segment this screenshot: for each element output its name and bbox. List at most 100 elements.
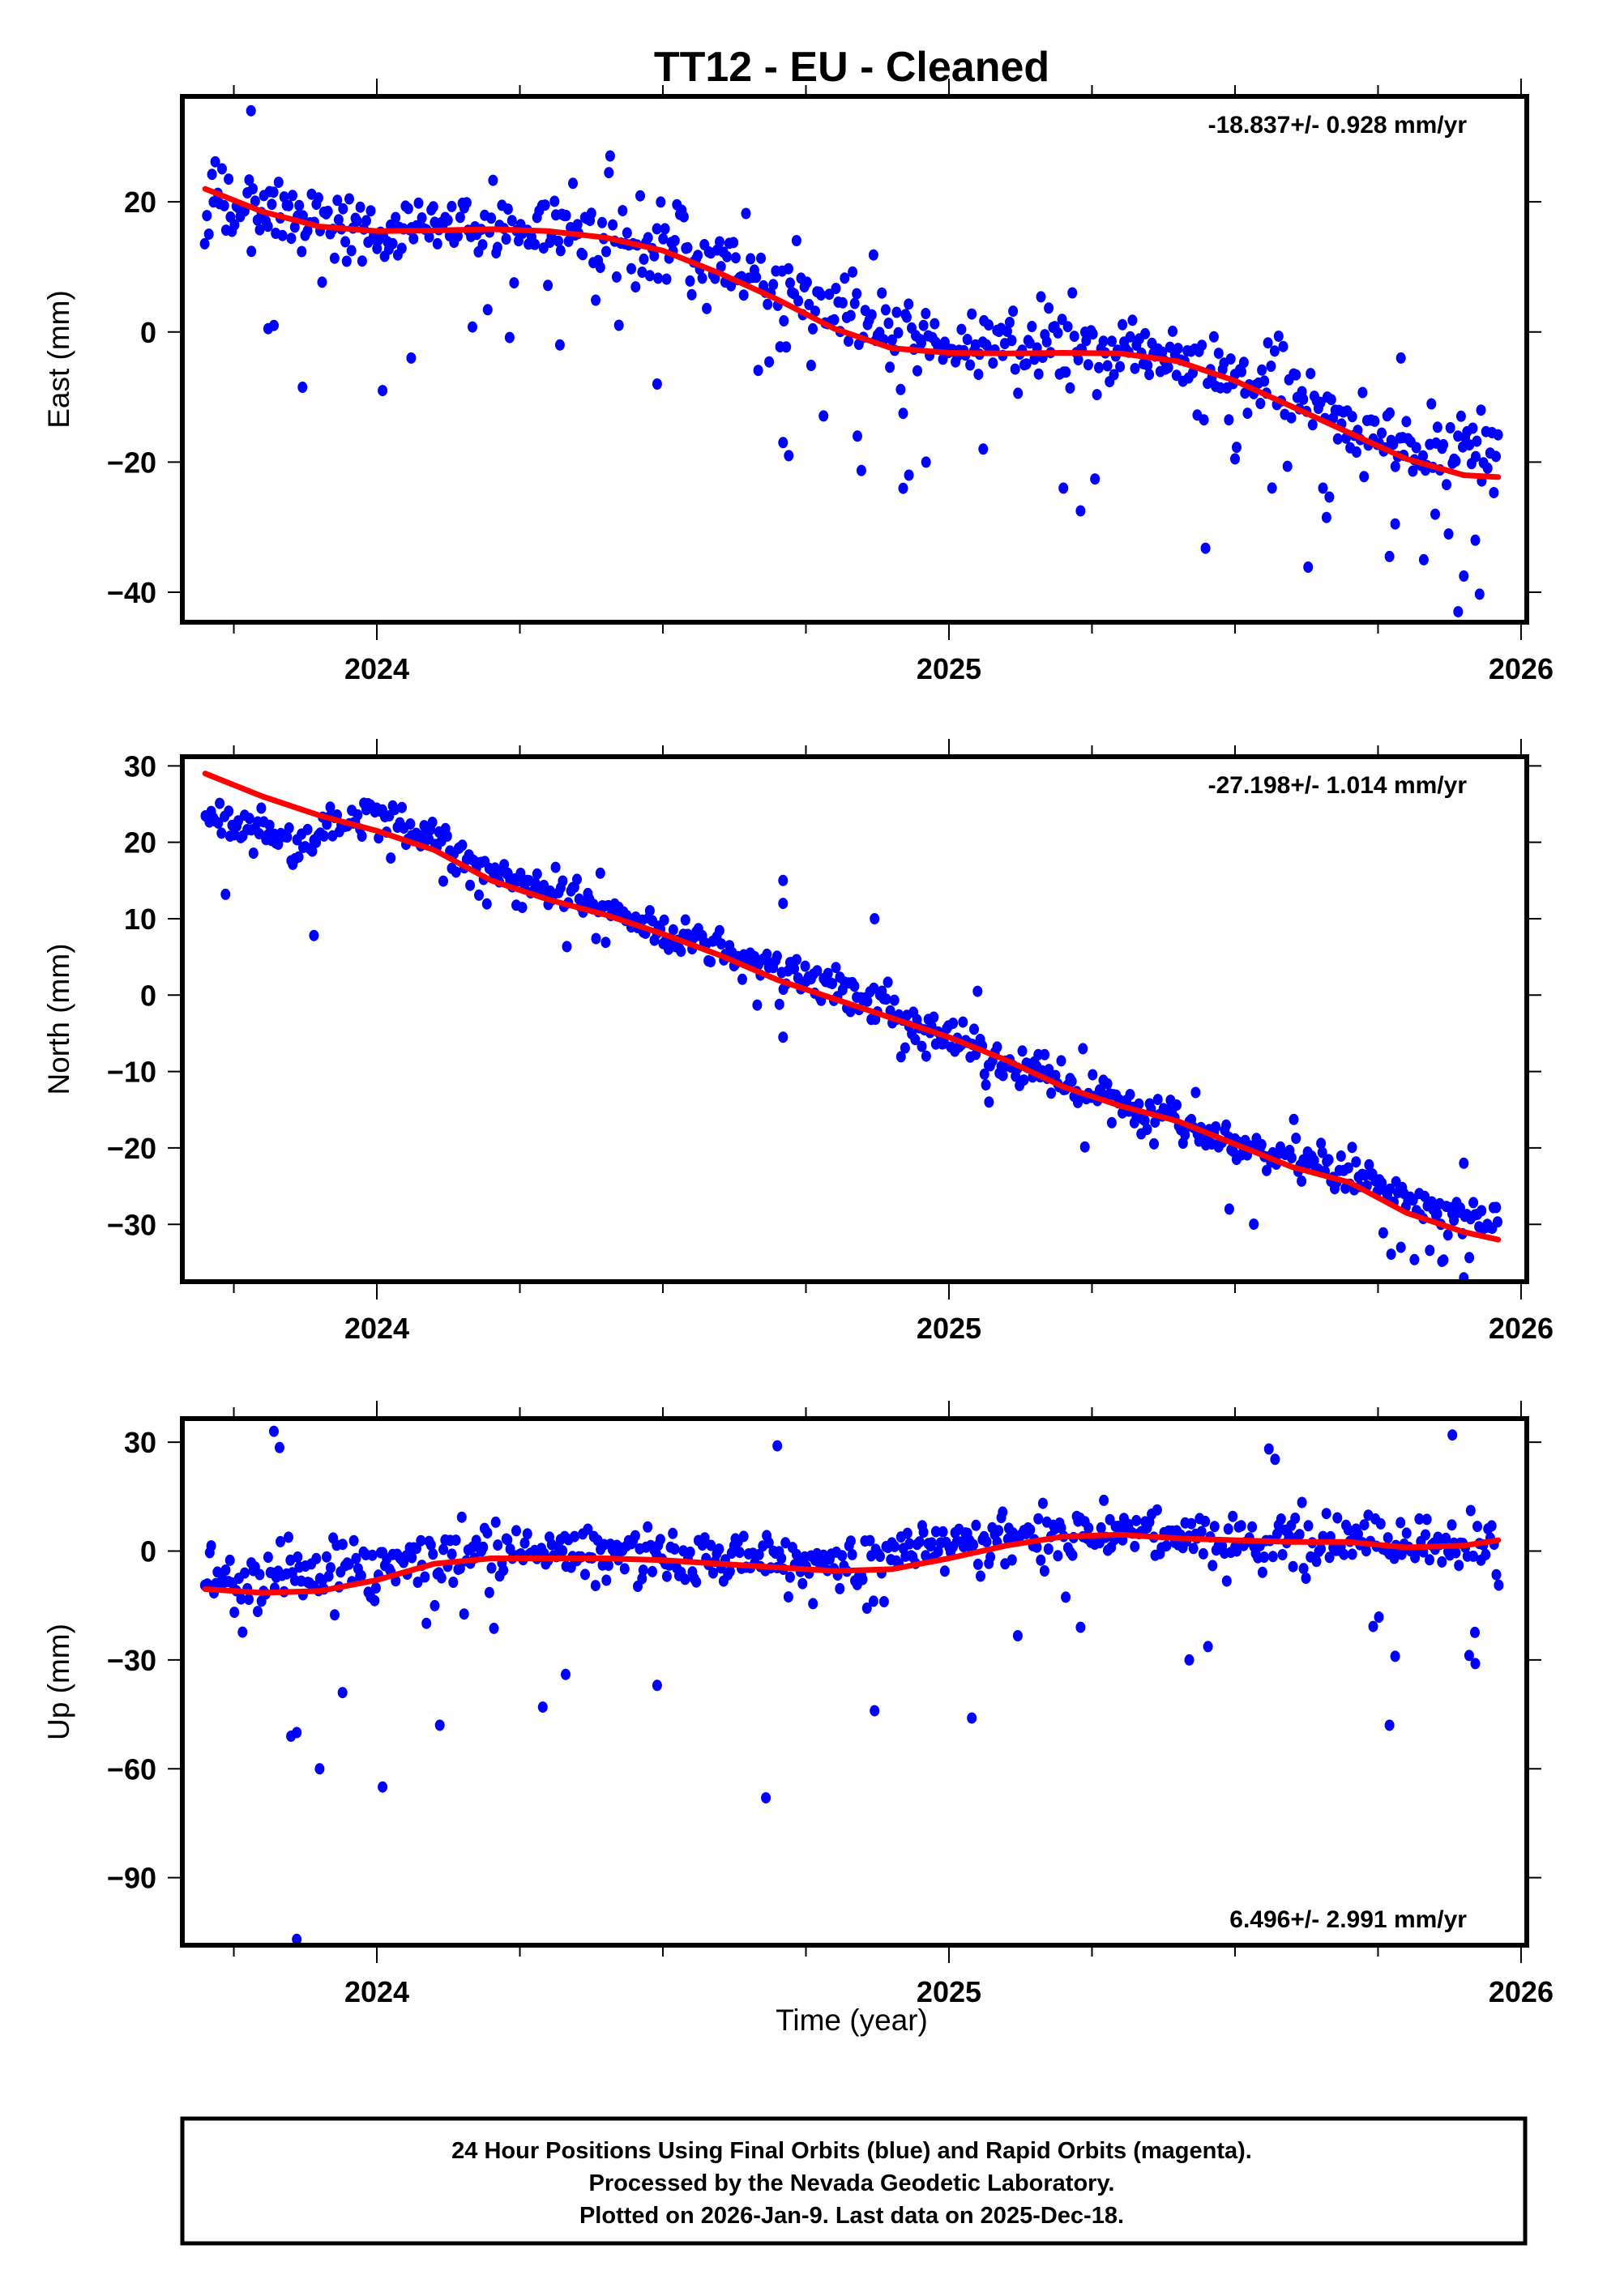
data-point	[568, 177, 578, 190]
data-point	[1238, 356, 1249, 369]
data-point	[710, 272, 720, 284]
footer-line-3: Plotted on 2026-Jan-9. Last data on 2025…	[579, 2203, 1124, 2229]
data-point	[781, 341, 792, 353]
data-point	[714, 924, 724, 937]
x-tick-label: 2026	[1489, 652, 1554, 685]
data-point	[267, 198, 277, 211]
data-point	[917, 1040, 927, 1052]
footer-frame	[180, 2116, 1528, 2246]
data-point	[1198, 1547, 1208, 1560]
data-point	[644, 270, 655, 282]
data-point	[1318, 482, 1328, 494]
data-point	[285, 1554, 296, 1566]
data-point	[793, 295, 804, 307]
data-point	[256, 802, 267, 814]
data-point	[1266, 361, 1276, 372]
data-point	[1401, 1527, 1412, 1539]
data-point	[1426, 398, 1437, 410]
data-point	[461, 197, 472, 209]
data-point	[1421, 1529, 1430, 1541]
y-tick-label: −20	[107, 1132, 156, 1165]
data-point	[1190, 1086, 1201, 1099]
data-point	[1131, 1514, 1142, 1526]
data-point	[1032, 1541, 1042, 1553]
data-point-outlier	[1075, 1621, 1086, 1633]
north-axes: 30 20 10 0 −10 −20 −30 2024 2025 2026	[107, 739, 1554, 1345]
data-point	[1347, 1548, 1357, 1560]
data-point	[1421, 1513, 1432, 1526]
data-point	[202, 210, 212, 222]
data-point	[1297, 1496, 1307, 1509]
plot-frame	[180, 1416, 1529, 1948]
data-point	[1262, 1164, 1271, 1176]
data-point	[595, 867, 605, 879]
data-point	[501, 233, 511, 245]
data-point	[751, 271, 762, 284]
data-point	[1152, 1504, 1162, 1516]
data-point	[561, 210, 571, 221]
data-point	[1286, 1152, 1297, 1164]
data-point	[1130, 1540, 1140, 1552]
data-point	[405, 818, 416, 830]
data-point	[1142, 1124, 1152, 1135]
data-point	[973, 369, 984, 381]
data-point	[678, 211, 689, 223]
data-point	[1472, 1521, 1482, 1533]
data-point	[895, 383, 906, 395]
data-point	[976, 1570, 985, 1582]
data-point	[340, 236, 351, 248]
data-point	[1388, 438, 1399, 450]
data-point	[1432, 1208, 1442, 1220]
data-point	[1211, 1121, 1221, 1133]
data-point	[558, 1545, 568, 1557]
data-point	[314, 192, 323, 204]
data-point-outlier	[275, 1441, 284, 1453]
data-point-outlier	[314, 1763, 325, 1775]
data-point	[391, 211, 401, 224]
data-point	[962, 334, 972, 345]
data-point	[917, 337, 926, 349]
data-point	[421, 1617, 432, 1629]
data-point	[1140, 327, 1151, 339]
data-point	[1288, 1560, 1298, 1573]
data-point	[1125, 331, 1135, 343]
data-point	[332, 194, 343, 207]
data-point	[1041, 335, 1052, 348]
data-point	[237, 1626, 248, 1638]
data-point	[845, 1005, 856, 1018]
data-point	[1057, 314, 1067, 326]
data-point	[447, 1548, 457, 1560]
data-point	[883, 976, 893, 988]
data-point	[716, 261, 726, 273]
data-point	[600, 937, 611, 949]
data-point	[1199, 414, 1209, 426]
data-point	[1395, 1517, 1406, 1529]
data-point	[1347, 1142, 1357, 1154]
y-tick-label: 30	[124, 749, 156, 783]
data-point	[365, 205, 376, 217]
data-point	[653, 272, 664, 284]
data-point-outlier	[561, 1668, 571, 1680]
data-point	[1489, 487, 1499, 499]
data-point	[1464, 1252, 1475, 1264]
data-point	[1019, 1074, 1029, 1086]
data-point	[1301, 1573, 1311, 1584]
data-point-outlier	[1476, 404, 1486, 416]
data-point-outlier	[1184, 1654, 1195, 1666]
data-point	[293, 851, 304, 863]
data-point	[1442, 479, 1451, 491]
data-point	[708, 1567, 718, 1579]
data-point	[741, 207, 751, 220]
data-point	[857, 1573, 868, 1585]
data-point-outlier	[1384, 1719, 1395, 1731]
data-point	[240, 1567, 250, 1579]
data-point	[895, 1051, 906, 1063]
data-point	[254, 224, 265, 236]
data-point	[601, 1574, 612, 1586]
data-point	[1451, 1547, 1461, 1559]
data-point	[849, 297, 860, 309]
data-point	[910, 1034, 921, 1046]
data-point	[865, 1534, 875, 1547]
data-point	[866, 309, 877, 321]
y-tick-label: −30	[107, 1644, 156, 1677]
